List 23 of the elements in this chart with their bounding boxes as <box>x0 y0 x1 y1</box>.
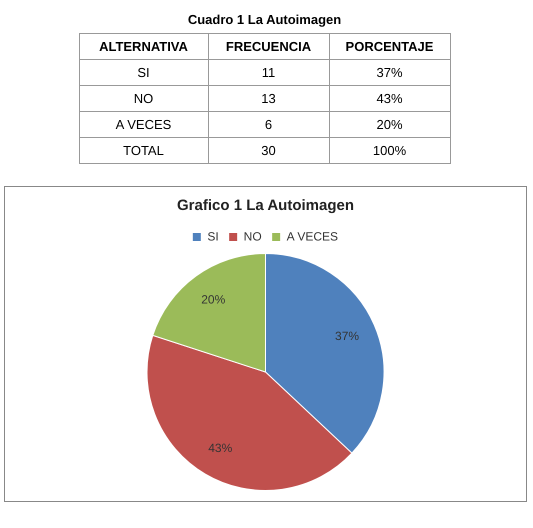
text: 100% <box>329 138 450 164</box>
text: ALTERNATIVA <box>79 34 208 60</box>
text: 43% <box>329 86 450 112</box>
data-label: 43% <box>208 440 233 455</box>
text: TOTAL <box>79 138 208 164</box>
text: 11 <box>208 60 329 86</box>
data-label: 37% <box>335 329 360 344</box>
text: 13 <box>208 86 329 112</box>
text: FRECUENCIA <box>208 34 329 60</box>
text: NO <box>79 86 208 112</box>
legend-label: NO <box>244 229 262 244</box>
legend-label: SI <box>207 229 219 244</box>
text: SI <box>79 60 208 86</box>
chart-title: Grafico 1 La Autoimagen <box>177 197 354 214</box>
text: 30 <box>208 138 329 164</box>
text: 6 <box>208 112 329 138</box>
text: A VECES <box>79 112 208 138</box>
legend-label: A VECES <box>286 229 338 244</box>
text: Cuadro 1 La Autoimagen <box>186 12 342 27</box>
data-label: 20% <box>201 292 226 306</box>
text: PORCENTAJE <box>329 34 450 60</box>
text: 20% <box>329 112 450 138</box>
text: 37% <box>329 60 450 86</box>
